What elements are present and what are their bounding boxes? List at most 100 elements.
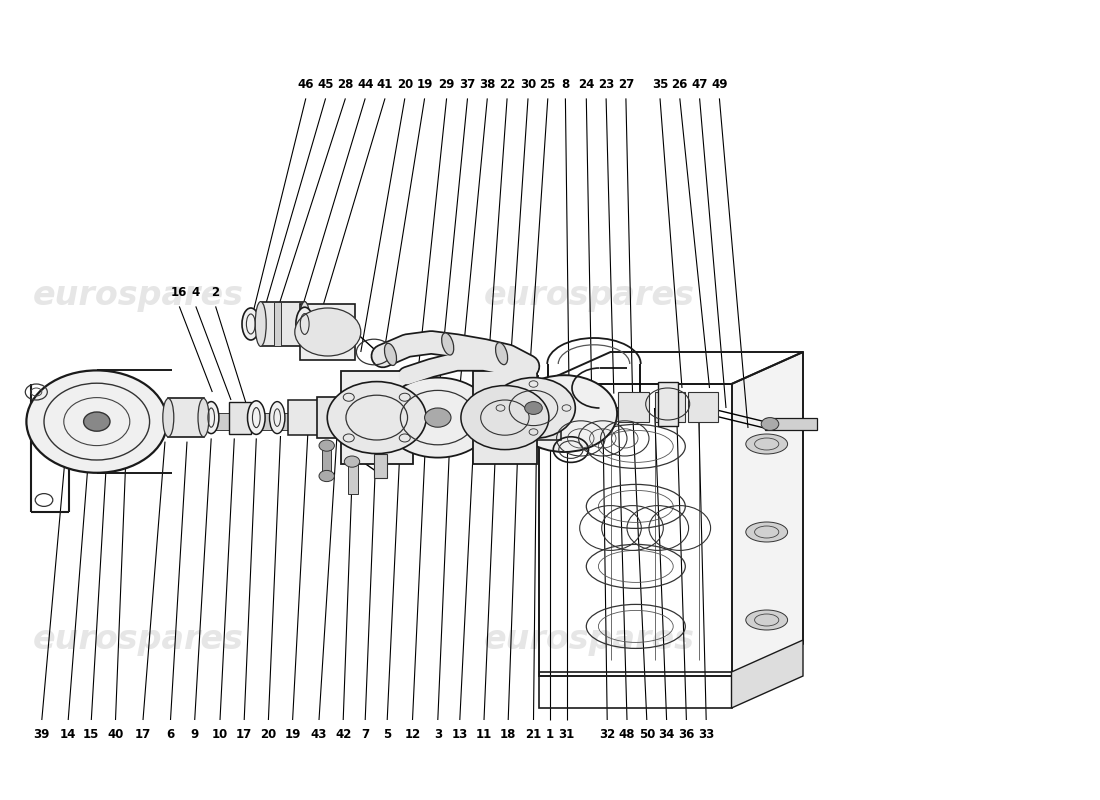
- Text: 27: 27: [618, 78, 634, 90]
- Ellipse shape: [299, 302, 310, 346]
- Bar: [300, 304, 355, 360]
- Bar: [317, 397, 341, 438]
- Circle shape: [84, 412, 110, 431]
- Ellipse shape: [746, 610, 788, 630]
- Circle shape: [26, 370, 167, 473]
- Bar: [688, 392, 718, 422]
- Text: 19: 19: [417, 78, 432, 90]
- Text: 17: 17: [135, 728, 151, 741]
- Ellipse shape: [296, 307, 314, 341]
- Text: eurospares: eurospares: [484, 623, 695, 657]
- Text: 23: 23: [598, 78, 614, 90]
- Bar: [539, 672, 732, 708]
- Bar: [274, 302, 280, 346]
- Text: 5: 5: [383, 728, 392, 741]
- Circle shape: [512, 375, 617, 452]
- Text: 26: 26: [672, 78, 688, 90]
- Text: 50: 50: [639, 728, 654, 741]
- Circle shape: [525, 402, 542, 414]
- Text: 29: 29: [439, 78, 454, 90]
- Circle shape: [344, 456, 360, 467]
- Bar: [229, 402, 251, 434]
- Bar: [322, 446, 331, 476]
- Circle shape: [425, 408, 451, 427]
- Bar: [658, 382, 678, 426]
- Text: 22: 22: [499, 78, 515, 90]
- Ellipse shape: [496, 342, 507, 365]
- Text: eurospares: eurospares: [484, 279, 695, 313]
- Ellipse shape: [248, 401, 265, 434]
- Bar: [261, 302, 305, 346]
- Text: 24: 24: [579, 78, 594, 90]
- Bar: [473, 371, 537, 464]
- Text: 46: 46: [297, 78, 315, 90]
- Text: 42: 42: [336, 728, 351, 741]
- Text: 1: 1: [546, 728, 554, 741]
- Circle shape: [295, 308, 361, 356]
- Text: 7: 7: [361, 728, 370, 741]
- Text: 2: 2: [211, 286, 220, 298]
- Text: 43: 43: [311, 728, 327, 741]
- Text: 39: 39: [34, 728, 50, 741]
- Bar: [341, 371, 412, 464]
- Bar: [168, 398, 204, 437]
- Text: 49: 49: [711, 78, 728, 90]
- Ellipse shape: [746, 434, 788, 454]
- Ellipse shape: [746, 522, 788, 542]
- Text: 35: 35: [652, 78, 668, 90]
- Text: 48: 48: [618, 728, 636, 741]
- Text: 36: 36: [679, 728, 694, 741]
- Circle shape: [461, 386, 549, 450]
- Text: 21: 21: [526, 728, 541, 741]
- Text: 18: 18: [500, 728, 516, 741]
- Ellipse shape: [255, 302, 266, 346]
- Text: eurospares: eurospares: [33, 279, 244, 313]
- Bar: [764, 418, 817, 430]
- Text: 32: 32: [600, 728, 615, 741]
- Text: 34: 34: [659, 728, 674, 741]
- Text: 20: 20: [397, 78, 412, 90]
- Circle shape: [383, 378, 493, 458]
- Text: 44: 44: [358, 78, 374, 90]
- Text: 3: 3: [433, 728, 442, 741]
- Bar: [654, 392, 685, 422]
- Bar: [288, 400, 319, 435]
- Polygon shape: [732, 352, 803, 676]
- Text: 38: 38: [480, 78, 495, 90]
- Text: 37: 37: [460, 78, 475, 90]
- Ellipse shape: [242, 308, 260, 340]
- Text: 45: 45: [317, 78, 334, 90]
- Polygon shape: [154, 414, 292, 430]
- Bar: [374, 454, 387, 478]
- Ellipse shape: [270, 402, 285, 434]
- Ellipse shape: [198, 398, 209, 437]
- Text: 28: 28: [338, 78, 353, 90]
- Text: 20: 20: [261, 728, 276, 741]
- Text: 17: 17: [236, 728, 252, 741]
- Text: 10: 10: [212, 728, 228, 741]
- Circle shape: [328, 382, 427, 454]
- Text: 31: 31: [559, 728, 574, 741]
- Polygon shape: [732, 640, 803, 708]
- Bar: [537, 395, 561, 440]
- Bar: [348, 462, 358, 494]
- Text: 6: 6: [166, 728, 175, 741]
- Bar: [539, 384, 732, 676]
- Ellipse shape: [385, 343, 396, 366]
- Ellipse shape: [442, 333, 453, 355]
- Text: 15: 15: [84, 728, 99, 741]
- Text: eurospares: eurospares: [33, 623, 244, 657]
- Text: 13: 13: [452, 728, 468, 741]
- Ellipse shape: [204, 402, 219, 434]
- Text: 16: 16: [172, 286, 187, 298]
- Ellipse shape: [163, 398, 174, 437]
- Text: 8: 8: [561, 78, 570, 90]
- Circle shape: [492, 378, 575, 438]
- Text: 12: 12: [405, 728, 420, 741]
- Bar: [618, 392, 649, 422]
- Text: 33: 33: [698, 728, 714, 741]
- Text: 11: 11: [476, 728, 492, 741]
- Text: 25: 25: [540, 78, 556, 90]
- Text: 41: 41: [377, 78, 393, 90]
- Text: 47: 47: [692, 78, 707, 90]
